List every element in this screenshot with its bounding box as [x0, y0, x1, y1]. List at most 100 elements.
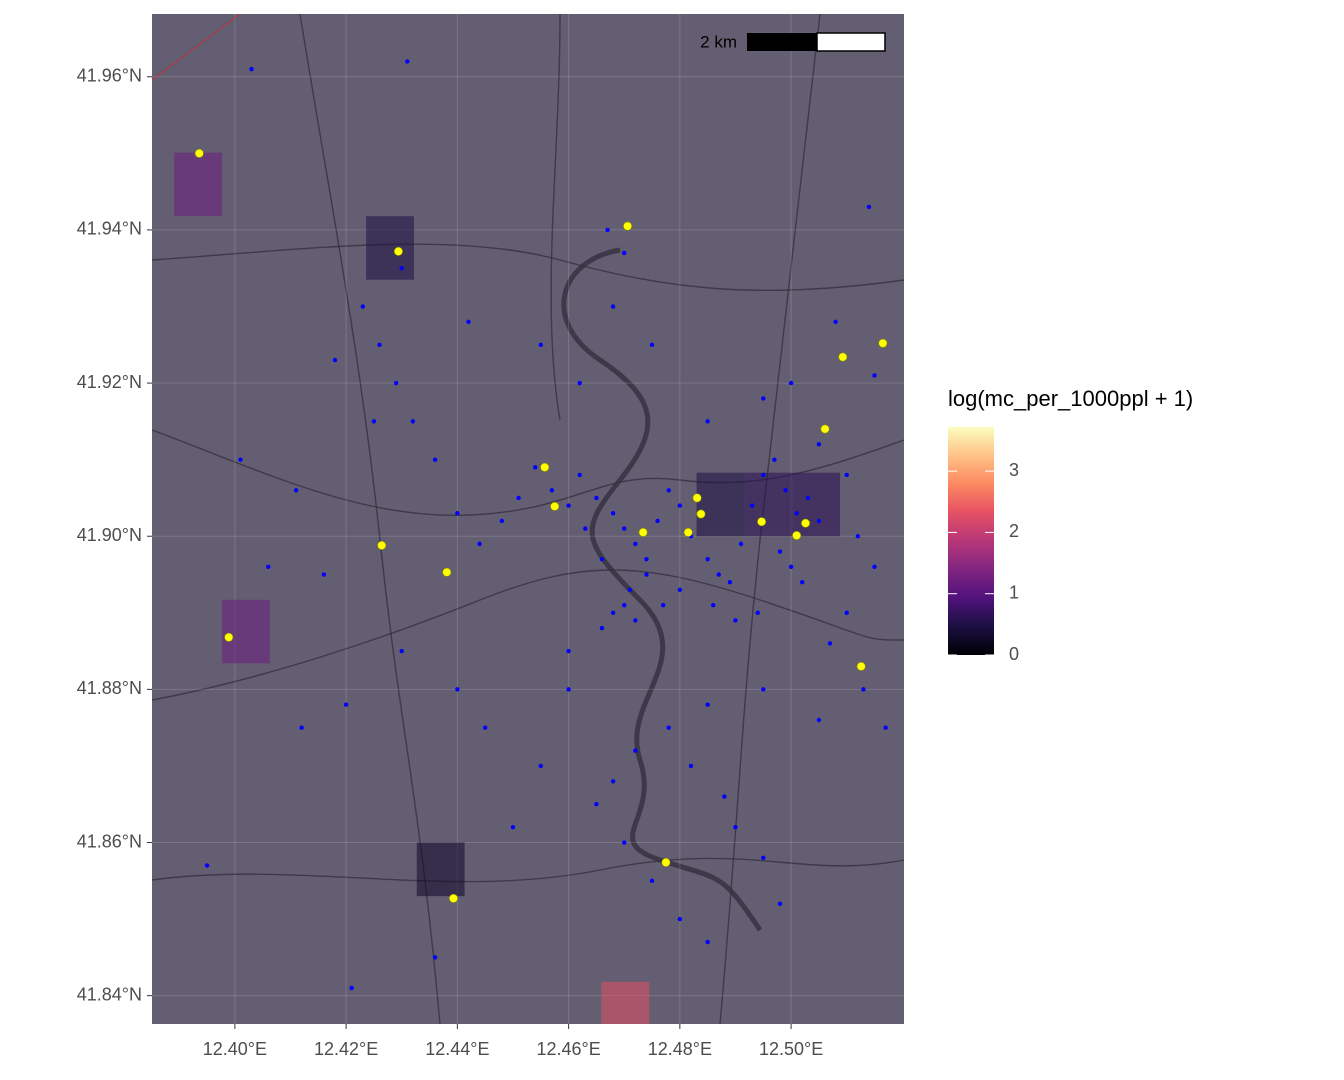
location-point — [861, 687, 866, 692]
location-point — [266, 564, 271, 570]
location-point — [844, 610, 849, 616]
location-point — [321, 572, 327, 577]
location-point — [224, 632, 234, 642]
x-tick-label: 12.48°E — [648, 1039, 712, 1059]
location-point — [238, 457, 243, 462]
colorbar-tick-label: 3 — [1009, 460, 1019, 480]
location-point — [594, 802, 599, 807]
location-point — [777, 901, 783, 906]
location-point — [377, 540, 387, 550]
location-point — [705, 939, 710, 945]
location-point — [688, 763, 694, 769]
x-tick-label: 12.50°E — [759, 1039, 823, 1059]
location-point — [655, 518, 660, 524]
y-tick-label: 41.86°N — [77, 831, 142, 851]
location-point — [783, 488, 788, 493]
location-point — [661, 857, 671, 867]
location-point — [610, 304, 616, 309]
location-point — [816, 442, 822, 447]
location-point — [627, 587, 632, 593]
location-point — [455, 511, 460, 516]
location-point — [194, 148, 204, 158]
location-point — [533, 465, 538, 470]
location-point — [872, 564, 877, 570]
colorbar-tick-label: 0 — [1009, 644, 1019, 664]
location-point — [801, 518, 811, 528]
location-point — [827, 641, 833, 646]
location-point — [610, 511, 616, 516]
location-point — [755, 610, 760, 616]
location-point — [622, 840, 627, 845]
tile — [601, 981, 650, 1024]
location-point — [299, 725, 304, 730]
tile — [174, 152, 223, 217]
location-point — [761, 855, 766, 861]
location-point — [566, 648, 571, 654]
location-point — [605, 227, 610, 233]
location-point — [516, 495, 521, 501]
location-point — [622, 602, 627, 608]
location-point — [788, 380, 794, 386]
y-tick-label: 41.90°N — [77, 525, 142, 545]
location-point — [566, 687, 571, 692]
location-point — [833, 319, 838, 325]
tile — [222, 599, 270, 664]
location-point — [677, 503, 683, 508]
y-tick-label: 41.92°N — [77, 372, 142, 392]
location-point — [599, 557, 605, 562]
y-tick-label: 41.96°N — [77, 66, 142, 86]
location-point — [805, 495, 810, 501]
location-point — [761, 687, 766, 692]
location-point — [482, 725, 488, 730]
location-point — [633, 748, 638, 753]
location-point — [633, 618, 638, 623]
tile — [416, 842, 465, 897]
location-point — [399, 266, 404, 271]
location-point — [788, 564, 794, 570]
legend-title: log(mc_per_1000ppl + 1) — [948, 386, 1193, 411]
location-point — [610, 610, 616, 616]
location-point — [399, 648, 404, 654]
location-point — [249, 66, 254, 72]
colorbar — [948, 427, 994, 655]
location-point — [677, 916, 683, 922]
location-point — [883, 725, 888, 730]
location-point — [738, 541, 744, 547]
location-point — [705, 702, 710, 707]
location-point — [866, 204, 872, 210]
location-point — [623, 221, 633, 231]
location-point — [393, 380, 399, 386]
location-point — [343, 702, 349, 707]
location-point — [499, 518, 505, 524]
location-point — [705, 557, 710, 562]
location-point — [855, 534, 861, 539]
x-tick-label: 12.46°E — [536, 1039, 600, 1059]
location-point — [683, 527, 693, 537]
location-point — [293, 488, 299, 493]
x-tick-label: 12.42°E — [314, 1039, 378, 1059]
location-point — [757, 517, 767, 527]
y-tick-label: 41.88°N — [77, 678, 142, 698]
location-point — [666, 488, 671, 493]
location-point — [432, 955, 438, 960]
location-point — [599, 625, 605, 631]
location-point — [777, 549, 783, 554]
location-point — [733, 825, 738, 830]
location-point — [610, 779, 616, 784]
colorbar-tick-label: 2 — [1009, 521, 1019, 541]
location-point — [649, 878, 655, 884]
location-point — [538, 763, 543, 769]
location-point — [794, 511, 799, 516]
road-network — [152, 14, 904, 1024]
location-point — [594, 495, 599, 501]
location-point — [549, 488, 555, 493]
location-point — [510, 825, 516, 830]
x-tick-label: 12.40°E — [203, 1039, 267, 1059]
location-point — [749, 503, 755, 508]
location-point — [838, 352, 848, 362]
location-point — [820, 424, 830, 434]
location-point — [716, 572, 721, 577]
location-point — [878, 338, 888, 348]
location-point — [393, 246, 403, 256]
location-point — [816, 518, 822, 524]
